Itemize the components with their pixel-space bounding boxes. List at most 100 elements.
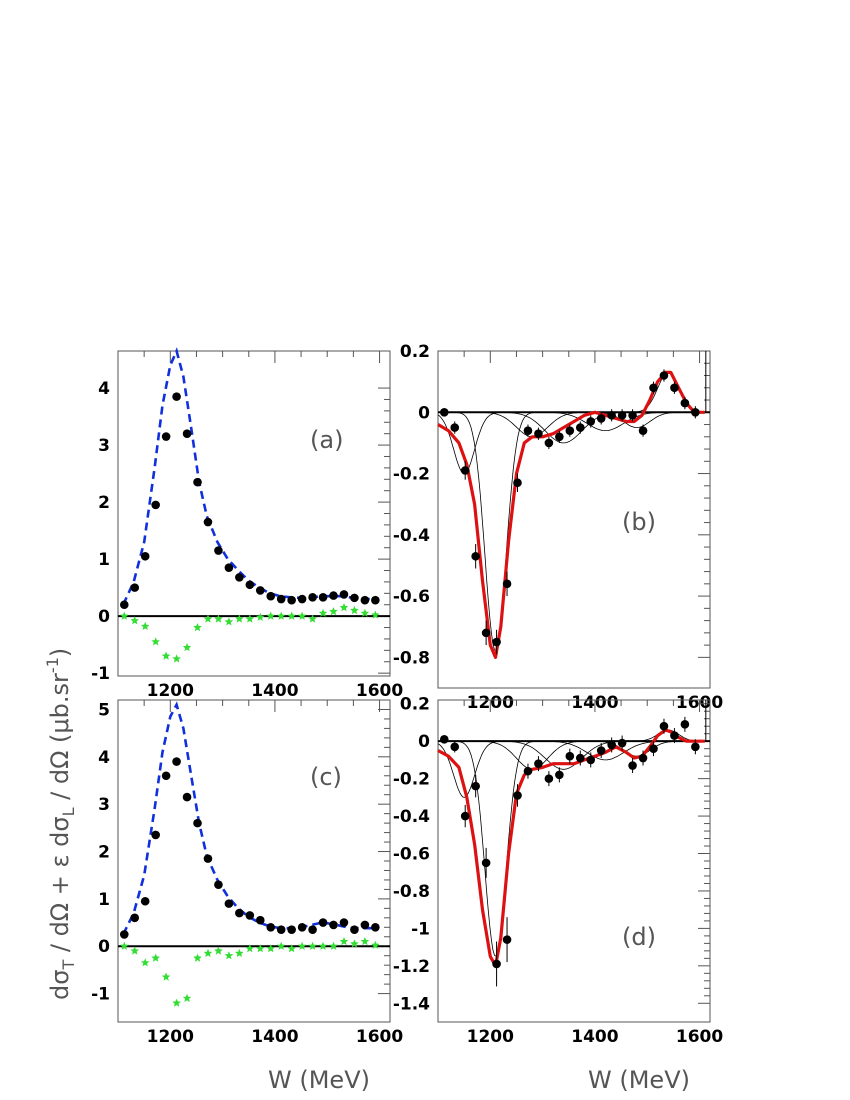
star-point: [371, 610, 380, 619]
data-point: [172, 757, 181, 766]
star-point: [214, 946, 223, 955]
data-point: [350, 593, 359, 603]
star-point: [329, 941, 338, 950]
data-point: [586, 755, 596, 765]
data-point: [276, 594, 286, 604]
panel-c: -1 0 1 2 3 4 5 1200 1400 1600 (c): [91, 699, 403, 1047]
data-point: [308, 925, 317, 934]
star-point: [172, 654, 181, 663]
star-point: [161, 651, 171, 660]
y-tick-label: -1: [91, 664, 110, 684]
data-point: [502, 935, 512, 944]
data-point: [318, 918, 328, 927]
data-point: [140, 896, 150, 906]
x-axis-title-right: W (MeV): [588, 1066, 690, 1094]
model-curve: [122, 701, 375, 935]
star-point: [203, 614, 213, 623]
data-point: [492, 637, 501, 647]
data-point: [481, 628, 491, 638]
data-point: [224, 563, 234, 572]
star-point: [235, 948, 244, 957]
data-point: [691, 742, 700, 752]
star-point: [266, 944, 275, 953]
star-point: [318, 608, 328, 617]
star-point: [130, 946, 139, 955]
star-point: [193, 623, 202, 632]
data-point: [255, 915, 265, 925]
data-point: [513, 478, 522, 488]
data-point: [439, 735, 449, 744]
data-point: [140, 551, 150, 561]
y-tick-label: 0.2: [400, 342, 430, 362]
data-point: [670, 731, 679, 740]
y-tick-label: -0.6: [393, 845, 430, 865]
star-point: [203, 948, 213, 957]
data-point: [350, 925, 359, 934]
y-tick-label: 1: [98, 550, 110, 570]
star-point: [350, 939, 359, 948]
y-tick-label: -1.2: [393, 957, 430, 977]
star-point: [297, 941, 307, 950]
data-point: [297, 594, 307, 604]
star-point: [182, 643, 192, 652]
star-point: [130, 616, 139, 625]
data-point: [235, 908, 244, 918]
data-point: [119, 930, 129, 939]
data-point: [214, 546, 223, 555]
data-point: [565, 426, 575, 435]
data-point: [266, 922, 276, 932]
data-point: [534, 429, 543, 439]
star-point: [182, 993, 192, 1002]
data-point: [245, 911, 255, 920]
star-point: [161, 972, 171, 981]
data-point: [628, 411, 637, 420]
data-point: [638, 753, 648, 763]
data-point: [471, 781, 480, 791]
y-tick-label: -0.4: [393, 526, 430, 546]
y-tick-label: 0: [98, 937, 110, 957]
data-point: [513, 791, 522, 800]
data-point: [297, 922, 307, 932]
data-point: [544, 774, 554, 783]
data-point: [460, 811, 470, 821]
y-tick-label: 1: [98, 890, 110, 910]
data-point: [151, 830, 160, 840]
star-point: [276, 941, 286, 950]
data-point: [691, 407, 700, 417]
x-tick-label: 1600: [676, 1027, 723, 1047]
star-point: [360, 937, 370, 946]
star-point: [224, 617, 234, 626]
panel-a: -1 0 1 2 3 4 1200 1400 1600 (a): [91, 347, 403, 701]
data-point: [308, 593, 317, 602]
data-point: [214, 880, 223, 889]
y-tick-label: 5: [98, 700, 110, 720]
data-point: [680, 398, 690, 408]
y-tick-label: -1: [91, 985, 110, 1005]
star-point: [256, 612, 265, 621]
data-point: [339, 918, 349, 927]
data-point: [471, 551, 480, 561]
data-point: [586, 417, 596, 426]
x-tick-label: 1400: [571, 1027, 618, 1047]
panel-label: (c): [310, 763, 342, 791]
data-point: [607, 411, 616, 420]
panel-d: 0.2 0 -0.2 -0.4 -0.6 -0.8 -1 -1.2 -1.4 1200 1400 16…: [393, 695, 724, 1047]
star-point: [297, 611, 307, 620]
y-tick-label: 3: [98, 436, 110, 456]
data-point: [565, 751, 575, 761]
star-point: [140, 958, 150, 967]
data-point: [193, 818, 202, 828]
data-point: [450, 742, 460, 752]
data-point: [360, 920, 370, 930]
star-point: [256, 944, 265, 953]
data-point: [596, 414, 606, 423]
data-point: [318, 593, 328, 602]
data-point: [492, 959, 501, 969]
panel-label: (b): [622, 508, 656, 536]
data-point: [371, 595, 380, 605]
y-axis-title: dσT / dΩ + ε dσL / dΩ (μb.sr-1): [43, 648, 78, 1000]
data-point: [596, 746, 606, 755]
y-tick-label: -0.2: [393, 465, 430, 485]
star-point: [360, 608, 370, 617]
data-point: [182, 429, 192, 438]
